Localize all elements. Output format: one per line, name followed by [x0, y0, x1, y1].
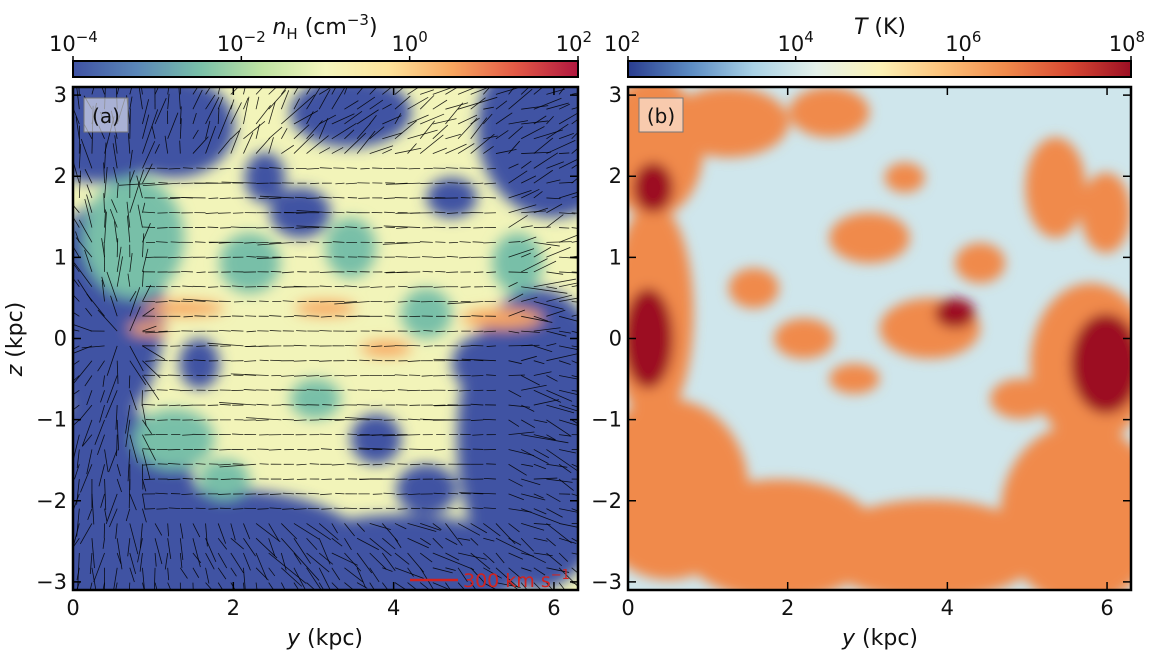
x-tick-label-a: 2: [227, 596, 240, 620]
x-tick-label-b: 6: [1100, 596, 1113, 620]
x-tick-label-b: 2: [781, 596, 794, 620]
colorbar-b-tick-label: 106: [945, 28, 981, 56]
x-tick-label-a: 6: [547, 596, 560, 620]
y-tick-label-a: −3: [36, 570, 67, 594]
colorbar-a-label: nH (cm−3): [272, 11, 377, 43]
y-axis-label-a: z (kpc): [3, 302, 28, 378]
colorbar-a-tick-label: 10−2: [217, 28, 266, 56]
y-tick-label-b: −1: [591, 408, 622, 432]
y-tick-label-a: 1: [54, 245, 67, 269]
y-tick-label-b: −2: [591, 489, 622, 513]
colorbar-b-gradient: [627, 60, 1132, 78]
panel-tag-b: (b): [647, 104, 675, 128]
colorbar-a: 10−4 10−2 100 102 nH (cm−3): [49, 11, 592, 78]
x-axis-label-b: y (kpc): [841, 626, 918, 651]
x-axis-label-a: y (kpc): [286, 626, 363, 651]
velocity-scale-label: 300 km s−1: [463, 568, 570, 592]
panel-tag-a: (a): [92, 104, 120, 128]
colorbar-b: 102 104 106 108 T (K): [604, 15, 1145, 78]
y-tick-label-a: 3: [54, 83, 67, 107]
temperature-map: [628, 87, 1131, 590]
y-tick-label-b: 0: [609, 327, 622, 351]
panel-tag-box-a: [83, 97, 129, 133]
panel-b: 102 104 106 108 T (K) 0 2 4 6 −3 −2 −1 0 1 2 3 (b) y …: [591, 15, 1145, 651]
y-tick-label-a: 2: [54, 164, 67, 188]
colorbar-a-tick-label: 102: [556, 28, 592, 56]
x-tick-label-a: 0: [66, 596, 79, 620]
y-tick-label-b: 1: [609, 245, 622, 269]
colorbar-b-tick-label: 102: [604, 28, 640, 56]
colorbar-b-label: T (K): [854, 15, 906, 40]
colorbar-b-tick-label: 108: [1109, 28, 1145, 56]
colorbar-a-tick-label: 10−4: [49, 28, 98, 56]
colorbar-b-tick-label: 104: [778, 28, 814, 56]
velocity-vectors: [73, 87, 578, 590]
y-tick-label-a: 0: [54, 327, 67, 351]
panel-tag-box-b: [638, 97, 684, 133]
x-tick-label-a: 4: [387, 596, 400, 620]
panel-a: 10−4 10−2 100 102 nH (cm−3) 0 2 4 6−3−2−10123 …: [3, 11, 592, 651]
y-tick-label-b: 2: [609, 164, 622, 188]
y-tick-label-b: 3: [609, 83, 622, 107]
colorbar-a-gradient: [72, 60, 579, 78]
colorbar-a-tick-label: 100: [392, 28, 428, 56]
x-tick-label-b: 4: [941, 596, 954, 620]
y-tick-label-b: −3: [591, 570, 622, 594]
density-map: [73, 87, 578, 590]
x-tick-label-b: 0: [621, 596, 634, 620]
y-tick-label-a: −1: [36, 408, 67, 432]
y-tick-label-a: −2: [36, 489, 67, 513]
